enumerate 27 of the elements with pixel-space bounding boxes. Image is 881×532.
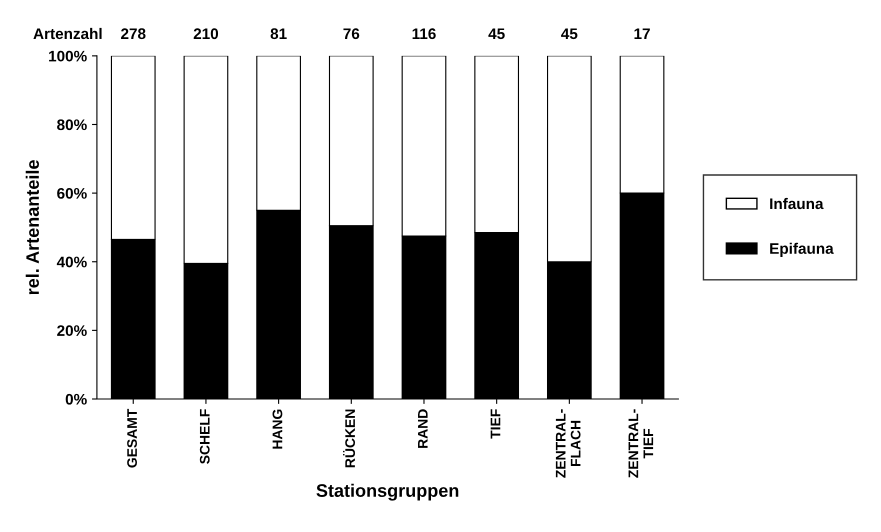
x-tick-label: TIEF <box>490 409 500 439</box>
x-tick-label: HANG <box>272 410 282 449</box>
y-axis-title: rel. Artenanteile <box>26 160 39 294</box>
y-tick-label: 40% <box>56 256 87 268</box>
text: 45 <box>488 28 505 40</box>
y-tick-label: 80% <box>57 119 87 130</box>
x-axis-title: Stationsgruppen <box>316 484 458 501</box>
text: 45 <box>561 28 578 40</box>
text: 17 <box>634 28 650 39</box>
text: 81 <box>270 28 287 40</box>
y-tick-label: 20% <box>57 325 87 336</box>
text: 210 <box>194 28 218 40</box>
text: 278 <box>121 28 146 40</box>
y-tick-label: 60% <box>57 188 87 199</box>
y-tick-label: 0% <box>66 394 87 405</box>
x-tick-label: RAND <box>418 409 428 448</box>
text: 116 <box>412 28 436 40</box>
text: Artenzahl <box>33 28 102 40</box>
text: 76 <box>343 28 360 40</box>
x-tick-label: RÜCKEN <box>343 410 356 468</box>
x-tick-label: ZENTRAL- FLACH <box>556 409 581 478</box>
x-tick-label: SCHELF <box>200 409 210 464</box>
x-tick-label: ZENTRAL- TIEF <box>628 409 654 478</box>
x-tick-label: GESAMT <box>127 408 137 468</box>
legend-label: Infauna <box>770 198 824 210</box>
legend-label: Epifauna <box>770 242 834 257</box>
y-tick-label: 100% <box>49 50 87 62</box>
